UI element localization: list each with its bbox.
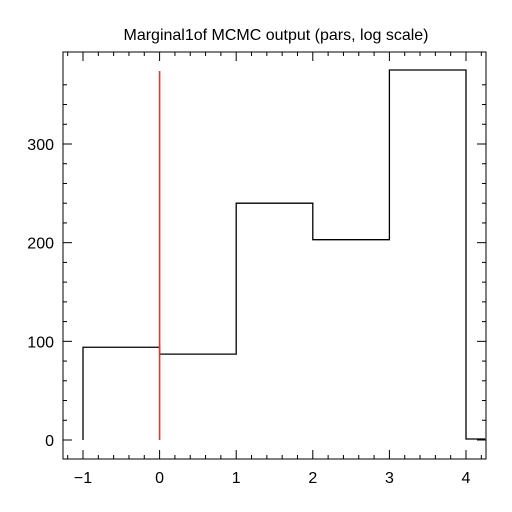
x-tick-label: 4 [462,470,471,487]
axis-ticks [63,52,486,459]
histogram-outline [82,69,486,440]
x-tick-label: 2 [308,470,317,487]
x-tick-label: 0 [155,470,164,487]
x-tick-label: 3 [385,470,394,487]
y-axis-tick-labels: 0 100 200 300 [27,137,54,450]
y-tick-label: 100 [27,334,54,351]
y-tick-label: 300 [27,137,54,154]
chart-title: Marginal1of MCMC output (pars, log scale… [123,27,428,44]
plot-frame [62,51,487,460]
y-tick-label: 200 [27,236,54,253]
x-tick-label: −1 [74,470,92,487]
x-tick-label: 1 [232,470,241,487]
x-axis-tick-labels: −1 0 1 2 3 4 [74,470,471,487]
y-tick-label: 0 [45,433,54,450]
